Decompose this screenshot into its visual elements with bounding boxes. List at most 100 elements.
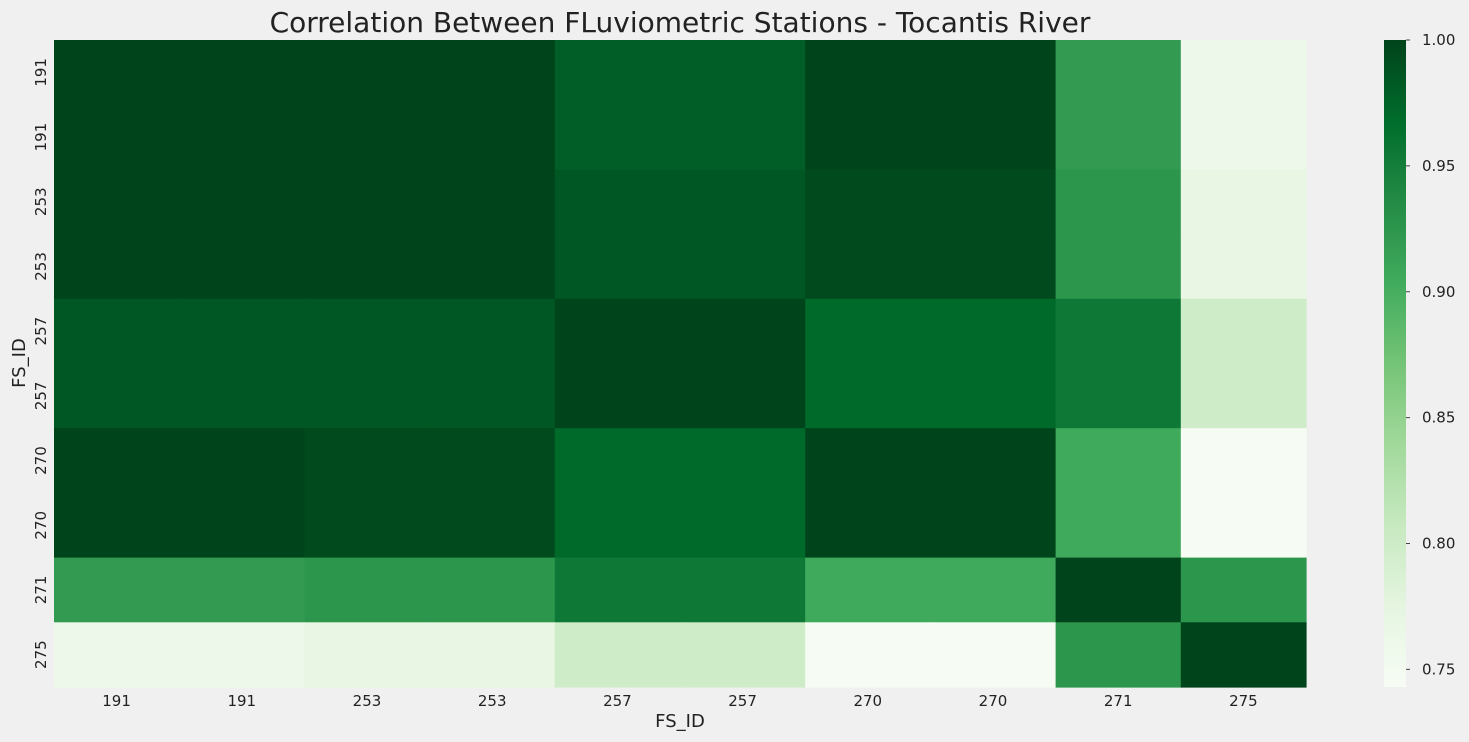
heatmap-cell bbox=[930, 104, 1057, 170]
heatmap-cell bbox=[1055, 428, 1182, 494]
heatmap-cell bbox=[54, 40, 180, 106]
heatmap-cell bbox=[54, 104, 180, 170]
heatmap-cell bbox=[1055, 363, 1182, 429]
heatmap-cell bbox=[1180, 492, 1307, 559]
y-tick-label: 271 bbox=[32, 576, 50, 605]
heatmap-cell bbox=[179, 428, 305, 494]
heatmap-cell bbox=[1180, 234, 1307, 300]
heatmap-cell bbox=[54, 169, 180, 235]
heatmap-cell bbox=[304, 234, 431, 300]
heatmap-cell bbox=[554, 169, 681, 235]
heatmap-cell bbox=[805, 622, 931, 688]
heatmap-cell bbox=[1180, 363, 1307, 429]
heatmap-cell bbox=[930, 622, 1057, 688]
heatmap-cell bbox=[304, 104, 431, 170]
heatmap-cell bbox=[805, 428, 931, 494]
colorbar-tick-label: 0.85 bbox=[1422, 409, 1455, 427]
heatmap-cell bbox=[680, 169, 806, 235]
heatmap-cell bbox=[179, 40, 305, 106]
y-tick-label: 257 bbox=[32, 382, 50, 411]
heatmap-cell bbox=[1180, 40, 1307, 106]
heatmap-cell bbox=[304, 298, 431, 365]
colorbar-tick-label: 0.90 bbox=[1422, 283, 1455, 301]
heatmap-cell bbox=[54, 298, 180, 365]
heatmap-cell bbox=[54, 622, 180, 688]
heatmap-cell bbox=[805, 40, 931, 106]
heatmap-cell bbox=[304, 428, 431, 494]
heatmap-cell bbox=[429, 492, 556, 559]
heatmap-cell bbox=[805, 234, 931, 300]
heatmap-cell bbox=[304, 363, 431, 429]
heatmap-cell bbox=[179, 104, 305, 170]
heatmap-cell bbox=[429, 298, 556, 365]
chart-title: Correlation Between FLuviometric Station… bbox=[270, 6, 1091, 39]
heatmap-cell bbox=[680, 622, 806, 688]
colorbar-tick-label: 0.80 bbox=[1422, 535, 1455, 553]
heatmap-cell bbox=[805, 104, 931, 170]
heatmap-cell bbox=[1055, 622, 1182, 688]
heatmap-cell bbox=[429, 428, 556, 494]
heatmap-cell bbox=[179, 363, 305, 429]
heatmap-cell bbox=[554, 428, 681, 494]
heatmap-cell bbox=[429, 169, 556, 235]
heatmap-cell bbox=[680, 298, 806, 365]
heatmap-cell bbox=[930, 40, 1057, 106]
y-tick-label: 257 bbox=[32, 317, 50, 346]
x-tick-label: 257 bbox=[728, 692, 757, 710]
heatmap-cell bbox=[1180, 298, 1307, 365]
x-tick-label: 253 bbox=[478, 692, 507, 710]
heatmap-cell bbox=[1055, 234, 1182, 300]
heatmap-cell bbox=[680, 492, 806, 559]
heatmap-cells bbox=[54, 40, 1307, 688]
heatmap-cell bbox=[54, 557, 180, 623]
y-tick-labels: 191 191 253 253 257 257 270 270 271 275 bbox=[32, 58, 50, 669]
heatmap-cell bbox=[429, 363, 556, 429]
heatmap-cell bbox=[805, 557, 931, 623]
x-tick-label: 253 bbox=[353, 692, 382, 710]
heatmap-cell bbox=[554, 40, 681, 106]
y-tick-label: 275 bbox=[32, 640, 50, 669]
heatmap-cell bbox=[1055, 169, 1182, 235]
heatmap-cell bbox=[930, 557, 1057, 623]
heatmap-cell bbox=[179, 298, 305, 365]
heatmap-cell bbox=[554, 234, 681, 300]
y-tick-label: 253 bbox=[32, 187, 50, 216]
heatmap-cell bbox=[304, 557, 431, 623]
x-tick-label: 257 bbox=[603, 692, 632, 710]
heatmap-cell bbox=[1180, 622, 1307, 688]
heatmap-cell bbox=[179, 234, 305, 300]
heatmap-cell bbox=[429, 234, 556, 300]
heatmap-cell bbox=[429, 104, 556, 170]
heatmap-cell bbox=[680, 40, 806, 106]
heatmap-cell bbox=[805, 363, 931, 429]
colorbar bbox=[1384, 40, 1406, 687]
y-tick-label: 253 bbox=[32, 252, 50, 281]
heatmap-cell bbox=[680, 557, 806, 623]
heatmap-cell bbox=[304, 169, 431, 235]
heatmap-cell bbox=[805, 169, 931, 235]
heatmap-cell bbox=[554, 298, 681, 365]
heatmap-cell bbox=[554, 104, 681, 170]
y-axis-label: FS_ID bbox=[9, 338, 30, 388]
heatmap-cell bbox=[930, 298, 1057, 365]
heatmap-cell bbox=[304, 622, 431, 688]
colorbar-ticks: 0.75 0.80 0.85 0.90 0.95 1.00 bbox=[1406, 31, 1455, 678]
x-tick-label: 271 bbox=[1104, 692, 1133, 710]
heatmap-cell bbox=[554, 492, 681, 559]
heatmap-cell bbox=[1180, 428, 1307, 494]
heatmap-cell bbox=[304, 40, 431, 106]
heatmap-cell bbox=[930, 428, 1057, 494]
heatmap-cell bbox=[554, 557, 681, 623]
y-tick-label: 191 bbox=[32, 58, 50, 87]
heatmap-cell bbox=[1180, 169, 1307, 235]
y-tick-label: 191 bbox=[32, 123, 50, 152]
heatmap-cell bbox=[1180, 557, 1307, 623]
heatmap-cell bbox=[930, 492, 1057, 559]
heatmap-cell bbox=[54, 428, 180, 494]
heatmap-cell bbox=[930, 234, 1057, 300]
heatmap-cell bbox=[930, 363, 1057, 429]
heatmap-cell bbox=[680, 363, 806, 429]
heatmap-cell bbox=[805, 492, 931, 559]
x-tick-label: 191 bbox=[227, 692, 256, 710]
colorbar-tick-label: 0.75 bbox=[1422, 660, 1455, 678]
